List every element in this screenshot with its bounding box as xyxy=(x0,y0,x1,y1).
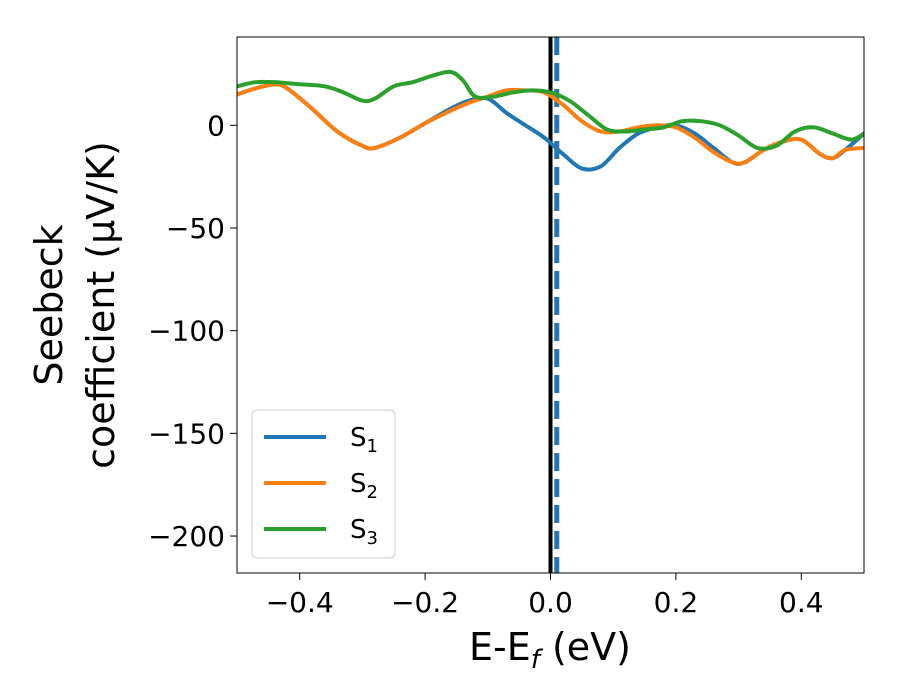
y-axis-label-line2: coefficient (μV/K) xyxy=(79,141,123,469)
y-tick-label: −200 xyxy=(148,520,225,553)
legend: S1 S2 S3 xyxy=(251,409,396,559)
fermi-level-lines xyxy=(548,37,560,573)
x-tick-label: 0.2 xyxy=(654,586,699,619)
y-tick-label: 0 xyxy=(207,109,225,142)
legend-label-3: S3 xyxy=(350,515,378,549)
series-layer xyxy=(237,69,864,172)
series-line-3 xyxy=(237,69,864,151)
x-axis-label-main: E-E xyxy=(469,625,531,669)
x-tick-label: 0.4 xyxy=(779,586,824,619)
y-tick-label: −150 xyxy=(148,417,225,450)
x-tick-label: −0.4 xyxy=(266,586,334,619)
y-axis-label: Seebeck coefficient (μV/K) xyxy=(27,141,123,469)
y-tick-label: −100 xyxy=(148,315,225,348)
legend-label-2: S2 xyxy=(350,469,378,503)
x-tick-label: −0.2 xyxy=(391,586,459,619)
x-axis: −0.4 −0.2 0.0 0.2 0.4 xyxy=(266,573,824,619)
x-axis-label-unit: (eV) xyxy=(540,625,631,669)
y-axis-label-line1: Seebeck xyxy=(27,224,71,385)
x-axis-label: E-Ef (eV) xyxy=(469,625,631,675)
y-tick-label: −50 xyxy=(166,212,225,245)
legend-label-1: S1 xyxy=(350,423,378,457)
x-tick-label: 0.0 xyxy=(528,586,573,619)
y-axis: 0 −50 −100 −150 −200 xyxy=(148,109,237,553)
